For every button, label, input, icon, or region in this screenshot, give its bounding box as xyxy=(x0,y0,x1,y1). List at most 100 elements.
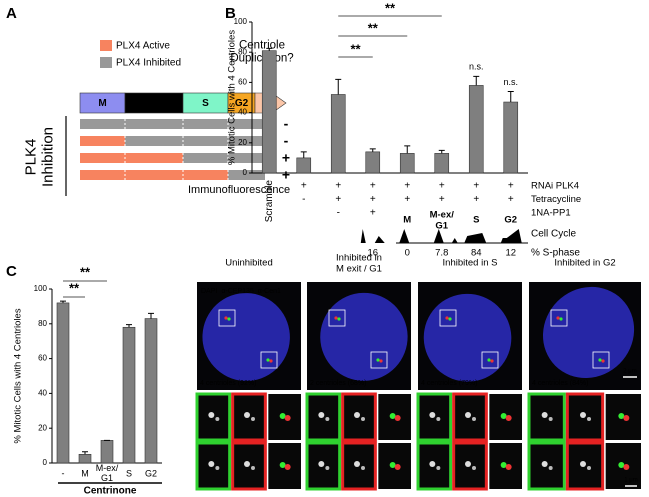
centriole xyxy=(376,358,380,362)
centriole xyxy=(269,359,273,363)
error-bar xyxy=(507,90,514,103)
stain-label: α-Cen1 xyxy=(258,288,281,295)
crop-spot xyxy=(354,461,360,467)
cell-cycle-profile xyxy=(500,229,522,243)
crop-spot xyxy=(318,412,325,418)
bar xyxy=(261,50,277,174)
error-bar xyxy=(438,149,445,154)
scale-bar-label: 1 μm xyxy=(624,478,637,484)
s-phase-value: 16 xyxy=(367,248,378,259)
bar xyxy=(56,302,70,464)
image-title: Inhibited in S xyxy=(443,258,498,269)
s-phase-label: % S-phase xyxy=(531,248,580,259)
centriole xyxy=(379,359,383,363)
bar xyxy=(122,326,136,464)
x-tick-label: G2 xyxy=(145,468,157,478)
phase-label: M xyxy=(403,215,411,226)
condition-cell: + xyxy=(404,194,410,205)
image-caption: 4 centrioles (79%) xyxy=(421,380,477,387)
inset-box xyxy=(592,351,610,369)
ns-label: n.s. xyxy=(503,77,518,87)
inset-box xyxy=(218,309,236,327)
bar xyxy=(434,153,450,174)
active-bar xyxy=(80,136,125,146)
crop-spot xyxy=(548,417,553,421)
bar xyxy=(468,85,484,174)
centriole xyxy=(337,317,341,321)
crop-spot xyxy=(389,413,396,419)
condition-label: 1NA-PP1 xyxy=(531,208,571,219)
y-tick-label: 20 xyxy=(38,423,47,432)
crop-spot xyxy=(436,417,441,421)
stain-label: α-CEP135 xyxy=(221,288,254,295)
bar xyxy=(78,453,92,464)
crop-spot xyxy=(325,466,330,470)
inhibited-bar xyxy=(80,119,265,129)
phase-label: G1 xyxy=(147,98,161,109)
x-tick-label: M-ex/G1 xyxy=(96,463,119,483)
crop-spot xyxy=(548,466,553,470)
y-tick-label: 80 xyxy=(38,319,47,328)
y-axis-label: % Mitotic Cells with 4 Centrioles xyxy=(227,30,238,165)
crop-spot xyxy=(505,415,512,421)
crop-spot xyxy=(394,464,401,470)
crop-spot xyxy=(361,466,365,470)
crop-spot xyxy=(284,464,291,470)
inhibited-bar xyxy=(80,136,265,146)
crop-spot xyxy=(318,461,325,467)
s-phase-value: 12 xyxy=(505,248,516,259)
condition-cell: + xyxy=(370,208,376,219)
cell-cycle-profile xyxy=(360,229,385,243)
condition-cell: + xyxy=(370,181,376,192)
centriole xyxy=(445,316,449,320)
crop xyxy=(452,392,488,442)
centriole xyxy=(601,359,605,363)
y-tick-label: 100 xyxy=(34,284,48,293)
cell-cycle-profile xyxy=(399,229,410,243)
crop-spot xyxy=(279,413,286,419)
x-tick-label: S xyxy=(126,468,132,478)
error-bar xyxy=(404,145,411,154)
bar xyxy=(296,157,312,174)
crop-spot xyxy=(215,417,220,421)
inset-box xyxy=(328,309,346,327)
crop-spot xyxy=(429,412,436,418)
crop-spot xyxy=(244,461,250,467)
phase-label: G2 xyxy=(235,98,249,109)
crop-spot xyxy=(623,415,630,421)
y-tick-label: 80 xyxy=(238,47,247,56)
significance-label: ** xyxy=(368,20,379,35)
condition-cell: + xyxy=(439,181,445,192)
phase-label: G2 xyxy=(504,215,517,226)
active-bar xyxy=(80,153,183,163)
crop-spot xyxy=(251,466,255,470)
crop-spot xyxy=(541,412,548,418)
condition-cell: - xyxy=(302,194,305,205)
crop-spot xyxy=(500,462,507,468)
x-axis-label: Centrinone xyxy=(84,486,137,497)
centriole xyxy=(227,317,231,321)
y-tick-label: 60 xyxy=(238,78,247,87)
crop-spot xyxy=(465,412,471,418)
centriole xyxy=(266,358,270,362)
crop-spot xyxy=(472,466,476,470)
x-tick-label: M xyxy=(81,468,89,478)
crop-spot xyxy=(472,417,476,421)
centriole xyxy=(559,317,563,321)
crop-spot xyxy=(361,417,365,421)
condition-cell: + xyxy=(473,181,479,192)
centriole xyxy=(224,316,228,320)
s-phase-value: 7.8 xyxy=(435,248,448,259)
inset-box xyxy=(370,351,388,369)
condition-cell: + xyxy=(370,194,376,205)
panel-label: B xyxy=(225,5,236,22)
crop-spot xyxy=(325,417,330,421)
crop-spot xyxy=(284,415,291,421)
centriole xyxy=(334,316,338,320)
result: + xyxy=(282,150,290,166)
bar xyxy=(399,153,415,174)
row-title: PLK4Inhibition xyxy=(22,127,56,187)
legend-swatch xyxy=(100,40,112,51)
significance-label: ** xyxy=(350,41,361,56)
crop-spot xyxy=(279,462,286,468)
